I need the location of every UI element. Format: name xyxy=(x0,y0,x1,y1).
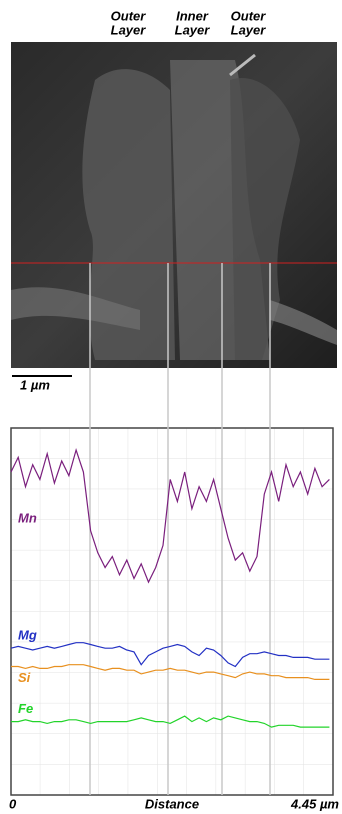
layer-label: Outer xyxy=(111,8,147,23)
series-line xyxy=(10,642,330,668)
layer-label: Inner xyxy=(176,8,209,23)
x-tick-label: 4.45 µm xyxy=(290,796,339,811)
series-line xyxy=(10,447,330,584)
series-label: Mn xyxy=(18,510,37,525)
scale-bar-label: 1 µm xyxy=(20,377,50,392)
layer-label: Layer xyxy=(231,22,267,37)
layer-label: Layer xyxy=(111,22,147,37)
micrograph xyxy=(11,42,337,368)
series-label: Fe xyxy=(18,701,33,716)
layer-label: Outer xyxy=(231,8,267,23)
layer-label: Layer xyxy=(175,22,211,37)
plot-area xyxy=(10,427,334,796)
x-axis-title: Distance xyxy=(145,796,199,811)
series-label: Si xyxy=(18,670,31,685)
x-tick-label: 0 xyxy=(9,796,17,811)
series-label: Mg xyxy=(18,628,37,643)
series-line xyxy=(11,715,330,728)
series-line xyxy=(11,664,330,680)
